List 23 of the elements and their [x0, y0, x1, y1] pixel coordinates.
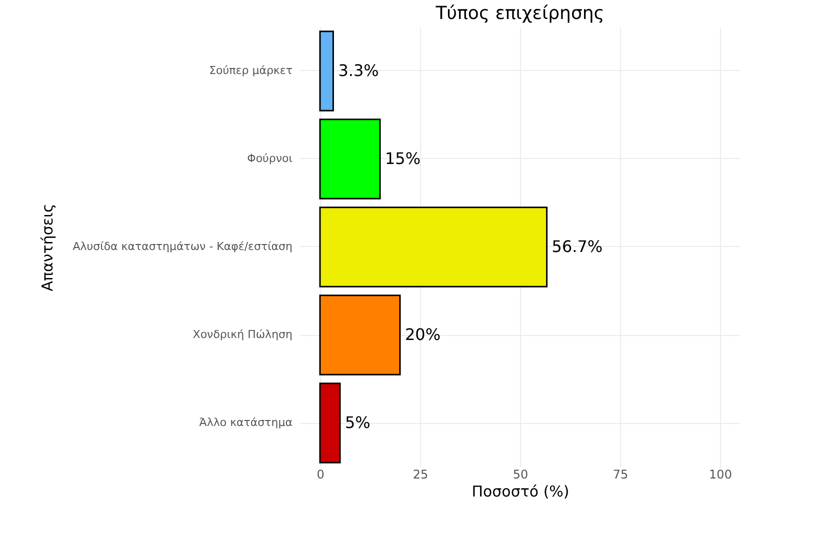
data-label: 20%	[405, 325, 441, 344]
data-label: 15%	[385, 149, 421, 168]
x-tick-label: 100	[709, 468, 732, 482]
bar	[319, 294, 401, 376]
y-tick-label: Χονδρική Πώληση	[192, 328, 293, 341]
y-tick-label: Αλυσίδα καταστημάτων - Καφέ/εστίαση	[72, 240, 293, 253]
data-label: 5%	[345, 413, 370, 432]
y-tick-label: Άλλο κατάστημα	[199, 416, 292, 429]
y-tick-label: Σούπερ μάρκετ	[209, 64, 293, 77]
bar	[319, 118, 381, 200]
x-tick-label: 50	[512, 468, 528, 482]
chart-title: Τύπος επιχείρησης	[434, 3, 604, 24]
data-label: 3.3%	[338, 61, 379, 80]
y-tick-label: Φούρνοι	[247, 152, 293, 165]
bar	[319, 30, 334, 112]
x-axis-title: Ποσοστό (%)	[472, 482, 570, 500]
x-tick-label: 0	[316, 468, 324, 482]
x-tick-label: 25	[412, 468, 428, 482]
data-label: 56.7%	[552, 237, 603, 256]
bar	[319, 206, 548, 288]
x-tick-label: 75	[612, 468, 628, 482]
y-axis-title: Απαντήσεις	[38, 204, 56, 292]
bar	[319, 382, 341, 464]
